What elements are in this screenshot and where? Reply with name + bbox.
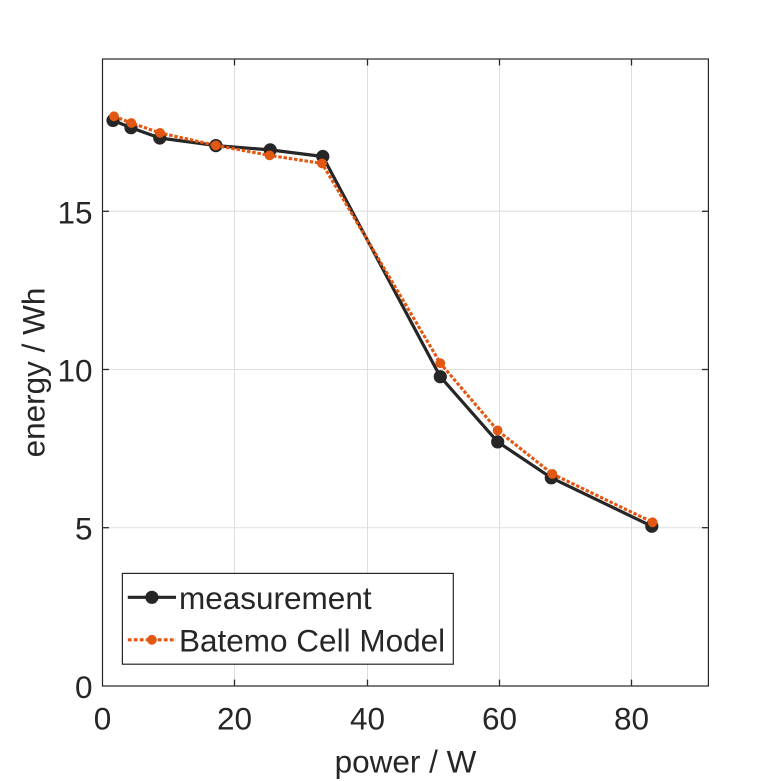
svg-text:0: 0 xyxy=(94,701,112,737)
svg-text:energy / Wh: energy / Wh xyxy=(16,288,52,458)
svg-text:80: 80 xyxy=(614,701,649,737)
svg-text:60: 60 xyxy=(482,701,517,737)
svg-text:20: 20 xyxy=(217,701,252,737)
svg-text:0: 0 xyxy=(75,669,93,705)
svg-text:Batemo Cell Model: Batemo Cell Model xyxy=(179,622,445,658)
svg-text:power / W: power / W xyxy=(335,744,477,780)
svg-text:5: 5 xyxy=(75,511,93,547)
svg-text:measurement: measurement xyxy=(179,580,372,616)
svg-text:40: 40 xyxy=(350,701,385,737)
svg-text:10: 10 xyxy=(57,353,92,389)
svg-text:15: 15 xyxy=(57,194,92,230)
